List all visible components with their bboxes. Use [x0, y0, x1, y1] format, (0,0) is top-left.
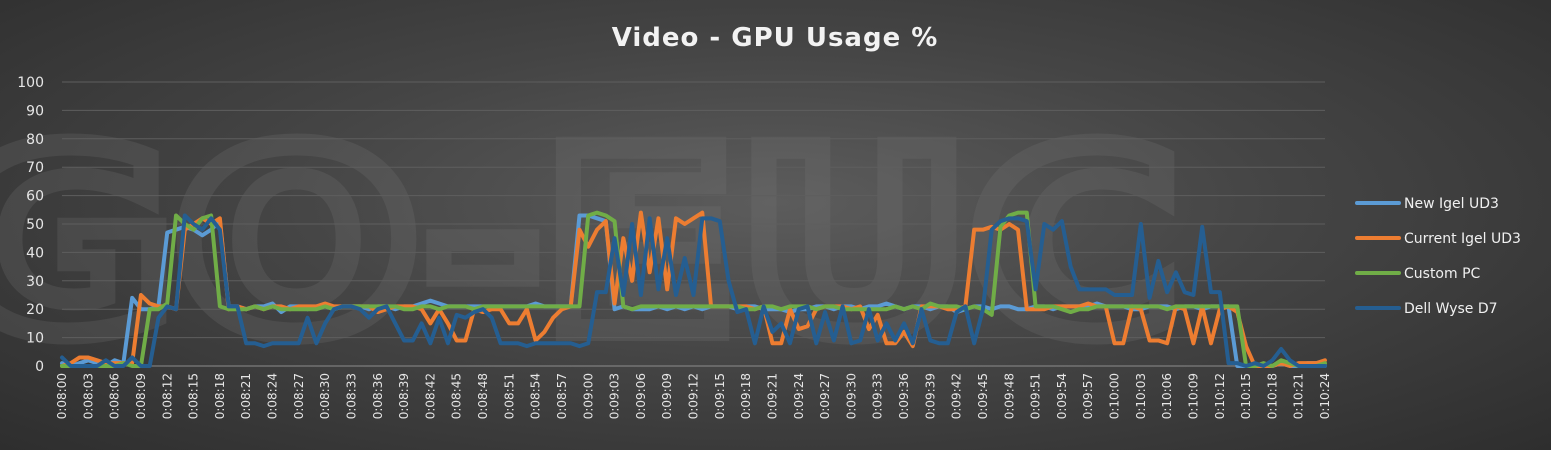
x-tick-label: 0:09:51 — [1029, 373, 1043, 419]
x-tick-label: 0:08:36 — [371, 373, 385, 419]
x-tick-label: 0:08:06 — [108, 373, 122, 419]
x-tick-label: 0:09:48 — [1002, 373, 1016, 419]
y-tick-label: 70 — [26, 160, 44, 176]
x-tick-label: 0:09:15 — [713, 373, 727, 419]
legend-label-custom-pc: Custom PC — [1404, 266, 1481, 282]
x-tick-label: 0:10:09 — [1186, 373, 1200, 419]
x-tick-label: 0:08:30 — [318, 373, 332, 419]
x-tick-label: 0:09:09 — [660, 373, 674, 419]
x-tick-label: 0:10:03 — [1134, 373, 1148, 419]
x-tick-label: 0:09:06 — [634, 373, 648, 419]
x-tick-label: 0:10:21 — [1292, 373, 1306, 419]
x-tick-label: 0:10:15 — [1239, 373, 1253, 419]
x-tick-label: 0:08:45 — [450, 373, 464, 419]
y-tick-label: 0 — [35, 359, 44, 375]
y-tick-label: 30 — [26, 274, 44, 290]
x-tick-label: 0:09:57 — [1081, 373, 1095, 419]
series-line-dell-wyse-d7 — [60, 213, 1327, 368]
chart-title: Video - GPU Usage % — [612, 23, 939, 53]
y-tick-label: 80 — [26, 132, 44, 148]
x-tick-label: 0:08:24 — [266, 373, 280, 419]
y-tick-label: 50 — [26, 217, 44, 233]
gridlines — [62, 81, 1325, 367]
x-axis: 0:08:00 0:08:03 0:08:06 0:08:09 0:08:12 0:08:… — [55, 373, 1332, 419]
y-tick-label: 60 — [26, 189, 44, 205]
y-tick-label: 40 — [26, 245, 44, 261]
x-tick-label: 0:10:24 — [1318, 373, 1332, 419]
x-tick-label: 0:09:54 — [1055, 373, 1069, 419]
x-tick-label: 0:09:21 — [765, 373, 779, 419]
y-axis: 0 10 20 30 40 50 60 70 80 90 100 — [17, 75, 44, 375]
x-tick-label: 0:08:00 — [55, 373, 69, 419]
x-tick-label: 0:09:03 — [608, 373, 622, 419]
x-tick-label: 0:08:42 — [423, 373, 437, 419]
legend-label-new-igel-ud3: New Igel UD3 — [1404, 196, 1499, 212]
x-tick-label: 0:09:45 — [976, 373, 990, 419]
x-tick-label: 0:09:00 — [581, 373, 595, 419]
x-tick-label: 0:10:06 — [1160, 373, 1174, 419]
x-tick-label: 0:08:27 — [292, 373, 306, 419]
x-tick-label: 0:08:48 — [476, 373, 490, 419]
series-lines — [60, 210, 1327, 368]
x-tick-label: 0:09:18 — [739, 373, 753, 419]
series-line-custom-pc — [60, 210, 1327, 368]
y-tick-label: 10 — [26, 331, 44, 347]
x-tick-label: 0:09:36 — [897, 373, 911, 419]
legend-label-dell-wyse-d7: Dell Wyse D7 — [1404, 301, 1498, 317]
x-tick-label: 0:10:12 — [1213, 373, 1227, 419]
x-tick-label: 0:09:27 — [818, 373, 832, 419]
x-tick-label: 0:09:33 — [871, 373, 885, 419]
x-tick-label: 0:08:18 — [213, 373, 227, 419]
x-tick-label: 0:08:39 — [397, 373, 411, 419]
x-tick-label: 0:08:03 — [81, 373, 95, 419]
x-tick-label: 0:08:15 — [187, 373, 201, 419]
x-tick-label: 0:08:12 — [160, 373, 174, 419]
y-tick-label: 90 — [26, 103, 44, 119]
x-tick-label: 0:08:33 — [344, 373, 358, 419]
x-tick-label: 0:08:51 — [502, 373, 516, 419]
x-tick-label: 0:09:12 — [687, 373, 701, 419]
legend-label-current-igel-ud3: Current Igel UD3 — [1404, 231, 1521, 247]
x-tick-label: 0:08:54 — [529, 373, 543, 419]
x-tick-label: 0:08:57 — [555, 373, 569, 419]
x-tick-label: 0:08:09 — [134, 373, 148, 419]
x-tick-label: 0:08:21 — [239, 373, 253, 419]
x-tick-label: 0:09:30 — [844, 373, 858, 419]
x-tick-label: 0:09:24 — [792, 373, 806, 419]
y-tick-label: 20 — [26, 302, 44, 318]
x-tick-label: 0:09:39 — [923, 373, 937, 419]
legend: New Igel UD3 Current Igel UD3 Custom PC Del… — [1355, 196, 1521, 317]
y-tick-label: 100 — [17, 75, 44, 91]
x-tick-label: 0:10:18 — [1265, 373, 1279, 419]
x-tick-label: 0:10:00 — [1108, 373, 1122, 419]
x-tick-label: 0:09:42 — [950, 373, 964, 419]
